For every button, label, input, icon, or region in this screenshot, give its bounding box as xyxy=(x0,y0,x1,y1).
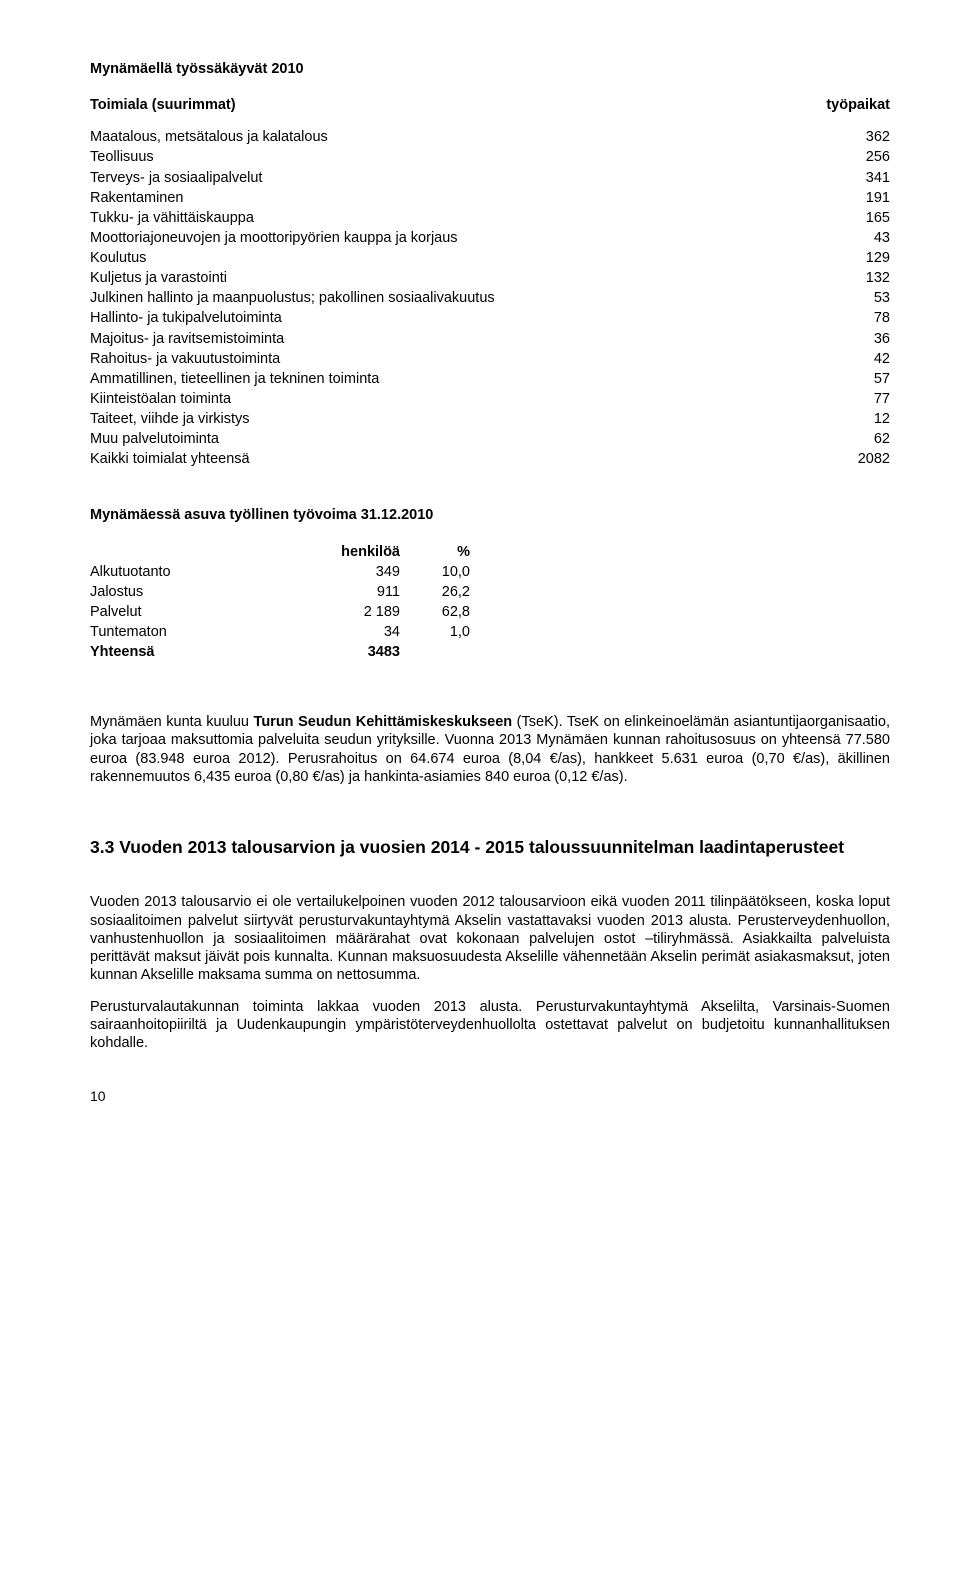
table1-header: Toimiala (suurimmat) työpaikat xyxy=(90,96,890,114)
row-value: 26,2 xyxy=(400,583,470,601)
row-value: 341 xyxy=(770,169,890,187)
row-value: 132 xyxy=(770,269,890,287)
table-row: Teollisuus256 xyxy=(90,148,890,166)
row-value: 43 xyxy=(770,229,890,247)
table1-body: Maatalous, metsätalous ja kalatalous362 … xyxy=(90,128,890,468)
row-value: 911 xyxy=(320,583,400,601)
table-row: Tuntematon341,0 xyxy=(90,623,890,641)
row-value: 3483 xyxy=(320,643,400,661)
table-row: Ammatillinen, tieteellinen ja tekninen t… xyxy=(90,370,890,388)
paragraph-tsek: Mynämäen kunta kuuluu Turun Seudun Kehit… xyxy=(90,713,890,786)
table-row: Moottoriajoneuvojen ja moottoripyörien k… xyxy=(90,229,890,247)
row-label: Kaikki toimialat yhteensä xyxy=(90,450,770,468)
row-value: 2082 xyxy=(770,450,890,468)
table-row: Terveys- ja sosiaalipalvelut341 xyxy=(90,169,890,187)
paragraph-budget-2: Perusturvalautakunnan toiminta lakkaa vu… xyxy=(90,998,890,1052)
table1-header-right: työpaikat xyxy=(770,96,890,114)
table-row: Maatalous, metsätalous ja kalatalous362 xyxy=(90,128,890,146)
row-label: Taiteet, viihde ja virkistys xyxy=(90,410,770,428)
row-value: 165 xyxy=(770,209,890,227)
row-label: Ammatillinen, tieteellinen ja tekninen t… xyxy=(90,370,770,388)
row-value: 62,8 xyxy=(400,603,470,621)
row-label: Alkutuotanto xyxy=(90,563,320,581)
section-title-1: Mynämäellä työssäkäyvät 2010 xyxy=(90,60,890,78)
row-label: Palvelut xyxy=(90,603,320,621)
table-row: Koulutus129 xyxy=(90,249,890,267)
row-value: 62 xyxy=(770,430,890,448)
table2-header-c2: henkilöä xyxy=(320,543,400,561)
para1-pre: Mynämäen kunta kuuluu xyxy=(90,714,254,730)
row-value: 78 xyxy=(770,309,890,327)
row-value: 256 xyxy=(770,148,890,166)
table-row: Julkinen hallinto ja maanpuolustus; pako… xyxy=(90,289,890,307)
row-label: Maatalous, metsätalous ja kalatalous xyxy=(90,128,770,146)
row-value: 191 xyxy=(770,189,890,207)
table-row: Rahoitus- ja vakuutustoiminta42 xyxy=(90,350,890,368)
row-label: Tukku- ja vähittäiskauppa xyxy=(90,209,770,227)
table2-header-c3: % xyxy=(400,543,470,561)
table-row: Alkutuotanto34910,0 xyxy=(90,563,890,581)
row-label: Muu palvelutoiminta xyxy=(90,430,770,448)
row-label: Rahoitus- ja vakuutustoiminta xyxy=(90,350,770,368)
table-row: Tukku- ja vähittäiskauppa165 xyxy=(90,209,890,227)
row-label: Kuljetus ja varastointi xyxy=(90,269,770,287)
row-value: 36 xyxy=(770,330,890,348)
row-label: Julkinen hallinto ja maanpuolustus; pako… xyxy=(90,289,770,307)
row-value: 34 xyxy=(320,623,400,641)
row-label: Yhteensä xyxy=(90,643,320,661)
table-row: Hallinto- ja tukipalvelutoiminta78 xyxy=(90,309,890,327)
row-value: 129 xyxy=(770,249,890,267)
table2: henkilöä % Alkutuotanto34910,0 Jalostus9… xyxy=(90,543,890,662)
section-title-2: Mynämäessä asuva työllinen työvoima 31.1… xyxy=(90,506,890,524)
row-label: Rakentaminen xyxy=(90,189,770,207)
table-row: Kiinteistöalan toiminta77 xyxy=(90,390,890,408)
row-label: Teollisuus xyxy=(90,148,770,166)
table-row-total: Yhteensä3483 xyxy=(90,643,890,661)
row-label: Hallinto- ja tukipalvelutoiminta xyxy=(90,309,770,327)
row-label: Tuntematon xyxy=(90,623,320,641)
row-label: Majoitus- ja ravitsemistoiminta xyxy=(90,330,770,348)
row-value: 77 xyxy=(770,390,890,408)
table-row: Palvelut2 18962,8 xyxy=(90,603,890,621)
table-row: Rakentaminen191 xyxy=(90,189,890,207)
row-value: 53 xyxy=(770,289,890,307)
table-row: Muu palvelutoiminta62 xyxy=(90,430,890,448)
row-value: 1,0 xyxy=(400,623,470,641)
row-value: 57 xyxy=(770,370,890,388)
row-label: Kiinteistöalan toiminta xyxy=(90,390,770,408)
row-value: 10,0 xyxy=(400,563,470,581)
row-value: 12 xyxy=(770,410,890,428)
row-label: Terveys- ja sosiaalipalvelut xyxy=(90,169,770,187)
row-value: 362 xyxy=(770,128,890,146)
row-label: Moottoriajoneuvojen ja moottoripyörien k… xyxy=(90,229,770,247)
para1-bold: Turun Seudun Kehittämiskeskukseen xyxy=(254,714,513,730)
table2-header: henkilöä % xyxy=(90,543,890,561)
paragraph-budget-1: Vuoden 2013 talousarvio ei ole vertailuk… xyxy=(90,893,890,984)
table-row: Kuljetus ja varastointi132 xyxy=(90,269,890,287)
heading-3-3: 3.3 Vuoden 2013 talousarvion ja vuosien … xyxy=(90,836,890,860)
row-label: Jalostus xyxy=(90,583,320,601)
table-row: Kaikki toimialat yhteensä2082 xyxy=(90,450,890,468)
row-label: Koulutus xyxy=(90,249,770,267)
row-value: 2 189 xyxy=(320,603,400,621)
table-row: Jalostus91126,2 xyxy=(90,583,890,601)
table-row: Taiteet, viihde ja virkistys12 xyxy=(90,410,890,428)
row-value: 42 xyxy=(770,350,890,368)
page-number: 10 xyxy=(90,1088,890,1106)
row-value: 349 xyxy=(320,563,400,581)
table-row: Majoitus- ja ravitsemistoiminta36 xyxy=(90,330,890,348)
table1-header-left: Toimiala (suurimmat) xyxy=(90,96,770,114)
